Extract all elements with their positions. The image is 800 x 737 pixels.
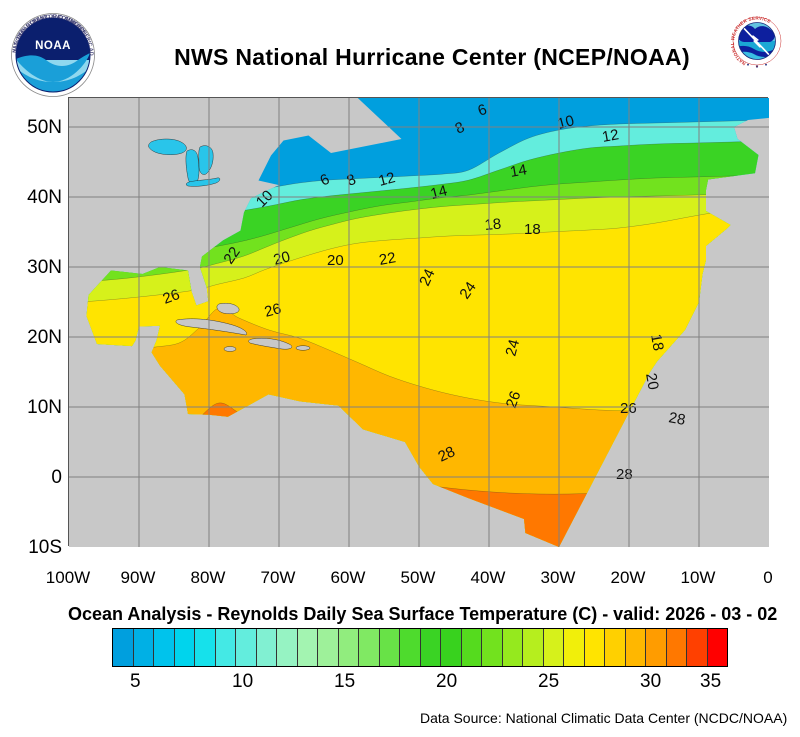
svg-text:20: 20 <box>327 252 344 269</box>
svg-text:12: 12 <box>601 126 620 146</box>
svg-text:14: 14 <box>509 161 528 181</box>
svg-text:NOAA: NOAA <box>35 40 71 52</box>
svg-text:20: 20 <box>642 372 662 391</box>
svg-text:26: 26 <box>620 400 637 417</box>
svg-text:18: 18 <box>647 333 667 352</box>
svg-text:28: 28 <box>667 409 686 429</box>
svg-text:18: 18 <box>524 221 541 238</box>
svg-text:28: 28 <box>616 466 633 483</box>
svg-text:18: 18 <box>484 216 502 234</box>
svg-text:22: 22 <box>378 249 397 269</box>
